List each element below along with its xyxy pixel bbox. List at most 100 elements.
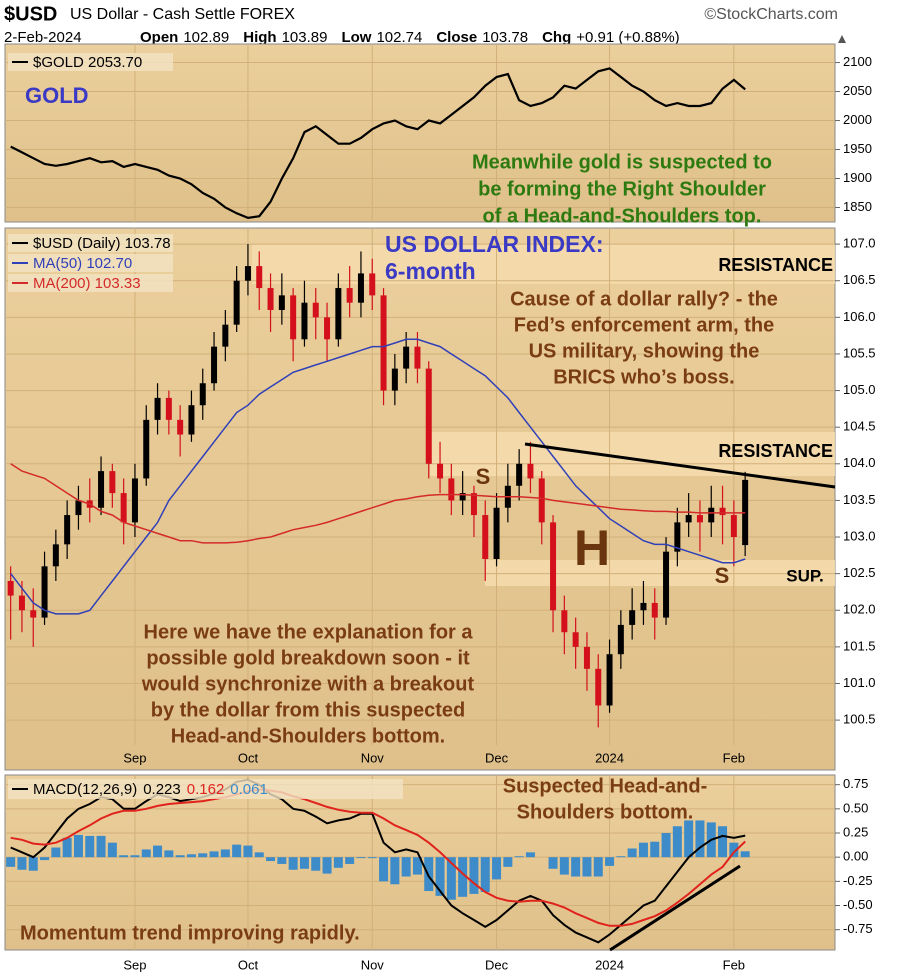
- y-tick-label: 2100: [843, 54, 872, 69]
- candle-body: [380, 295, 387, 391]
- histogram-bar: [469, 857, 479, 894]
- date: 2-Feb-2024: [4, 29, 82, 46]
- histogram-bar: [322, 857, 332, 874]
- candle-body: [561, 610, 568, 633]
- histogram-bar: [51, 847, 61, 858]
- candle-body: [482, 515, 489, 559]
- quote-label: Close: [436, 29, 477, 46]
- candle-body: [199, 383, 206, 406]
- histogram-bar: [141, 849, 151, 858]
- trend-line: [524, 442, 836, 489]
- histogram-bar: [107, 842, 117, 858]
- candle-body: [278, 295, 285, 311]
- annotation: S: [476, 464, 491, 489]
- y-tick-label: 1950: [843, 141, 872, 156]
- series-line: [10, 67, 746, 220]
- histogram-bar: [85, 835, 95, 858]
- histogram-bar: [311, 857, 321, 871]
- annotation: GOLD: [25, 83, 89, 108]
- candle-body: [730, 515, 737, 538]
- legend-label: MACD(12,26,9): [33, 781, 137, 798]
- panel: [4, 227, 836, 771]
- candle-body: [617, 624, 624, 655]
- histogram-bar: [661, 833, 671, 858]
- quote-value: 103.78: [482, 29, 528, 46]
- annotation: of a Head-and-Shoulders top.: [483, 205, 762, 227]
- candle-body: [211, 346, 218, 384]
- histogram-bar: [209, 851, 219, 858]
- quote-label: Low: [341, 29, 371, 46]
- y-tick-label: 1850: [843, 199, 872, 214]
- quote-row: Open 102.89 High 103.89 Low 102.74 Close 103.78…: [140, 29, 680, 46]
- scroll-arrow: [838, 35, 846, 43]
- histogram-bar: [616, 856, 626, 858]
- histogram-bar: [480, 857, 490, 892]
- quote-value: 103.89: [282, 29, 328, 46]
- annotation: RESISTANCE: [718, 441, 833, 461]
- legend-box: [8, 274, 173, 292]
- y-tick-label: 0.75: [843, 776, 868, 791]
- candle-body: [674, 522, 681, 552]
- candle-body: [7, 580, 14, 596]
- candle-body: [165, 397, 172, 420]
- y-tick-label: 106.5: [843, 272, 876, 287]
- candle-body: [335, 288, 342, 340]
- legend-box: [8, 53, 173, 71]
- candle-body: [719, 507, 726, 516]
- legend-entry: $USD (Daily) 103.78: [33, 235, 171, 252]
- candle-body: [324, 317, 331, 340]
- candle-body: [414, 346, 421, 369]
- legend-entry: MACD(12,26,9) 0.223 0.162 0.061: [33, 781, 268, 798]
- candle-body: [550, 522, 557, 611]
- instrument-name: US Dollar - Cash Settle FOREX: [70, 6, 295, 23]
- histogram-bar: [220, 849, 230, 858]
- histogram-bar: [672, 826, 682, 858]
- annotation: Shoulders bottom.: [517, 801, 694, 823]
- zone-band: [430, 432, 835, 476]
- quote-value: +0.91 (+0.88%): [576, 29, 679, 46]
- annotation: US military, showing the: [529, 340, 760, 362]
- y-tick-label: 101.0: [843, 675, 876, 690]
- histogram-bar: [333, 857, 343, 868]
- panel: [4, 43, 836, 223]
- y-tick-label: 1900: [843, 170, 872, 185]
- x-tick-label: Sep: [123, 957, 146, 972]
- histogram-bar: [525, 852, 535, 858]
- y-tick-label: 106.0: [843, 309, 876, 324]
- histogram-bar: [119, 855, 129, 858]
- histogram-bar: [548, 857, 558, 869]
- annotation: Meanwhile gold is suspected to: [472, 151, 772, 173]
- histogram-bar: [356, 857, 366, 859]
- x-tick-label: Dec: [485, 750, 509, 765]
- x-tick-label: Feb: [723, 750, 745, 765]
- candle-body: [640, 602, 647, 611]
- histogram-bar: [266, 857, 276, 862]
- y-tick-label: 104.0: [843, 455, 876, 470]
- y-tick-label: 107.0: [843, 236, 876, 251]
- y-tick-label: 0.50: [843, 800, 868, 815]
- histogram-bar: [559, 857, 569, 875]
- candle-body: [18, 595, 25, 611]
- histogram-bar: [729, 842, 739, 858]
- candle-body: [606, 654, 613, 706]
- y-tick-label: 102.5: [843, 565, 876, 580]
- histogram-bar: [593, 857, 603, 877]
- histogram-bar: [458, 857, 468, 897]
- histogram-bar: [695, 820, 705, 858]
- annotation: S: [715, 563, 730, 588]
- y-tick-label: 104.5: [843, 419, 876, 434]
- annotation: RESISTANCE: [718, 255, 833, 275]
- candle-body: [357, 273, 364, 303]
- quote-label: High: [243, 29, 276, 46]
- histogram-bar: [627, 848, 637, 858]
- legend-value: 0.162: [187, 781, 225, 798]
- x-tick-label: Nov: [361, 750, 385, 765]
- y-tick-label: -0.25: [843, 873, 873, 888]
- y-tick-label: 105.5: [843, 345, 876, 360]
- legend-box: [8, 234, 173, 252]
- histogram-bar: [605, 857, 615, 866]
- y-tick-label: 2000: [843, 112, 872, 127]
- histogram-bar: [73, 834, 83, 858]
- y-tick-label: 0.25: [843, 824, 868, 839]
